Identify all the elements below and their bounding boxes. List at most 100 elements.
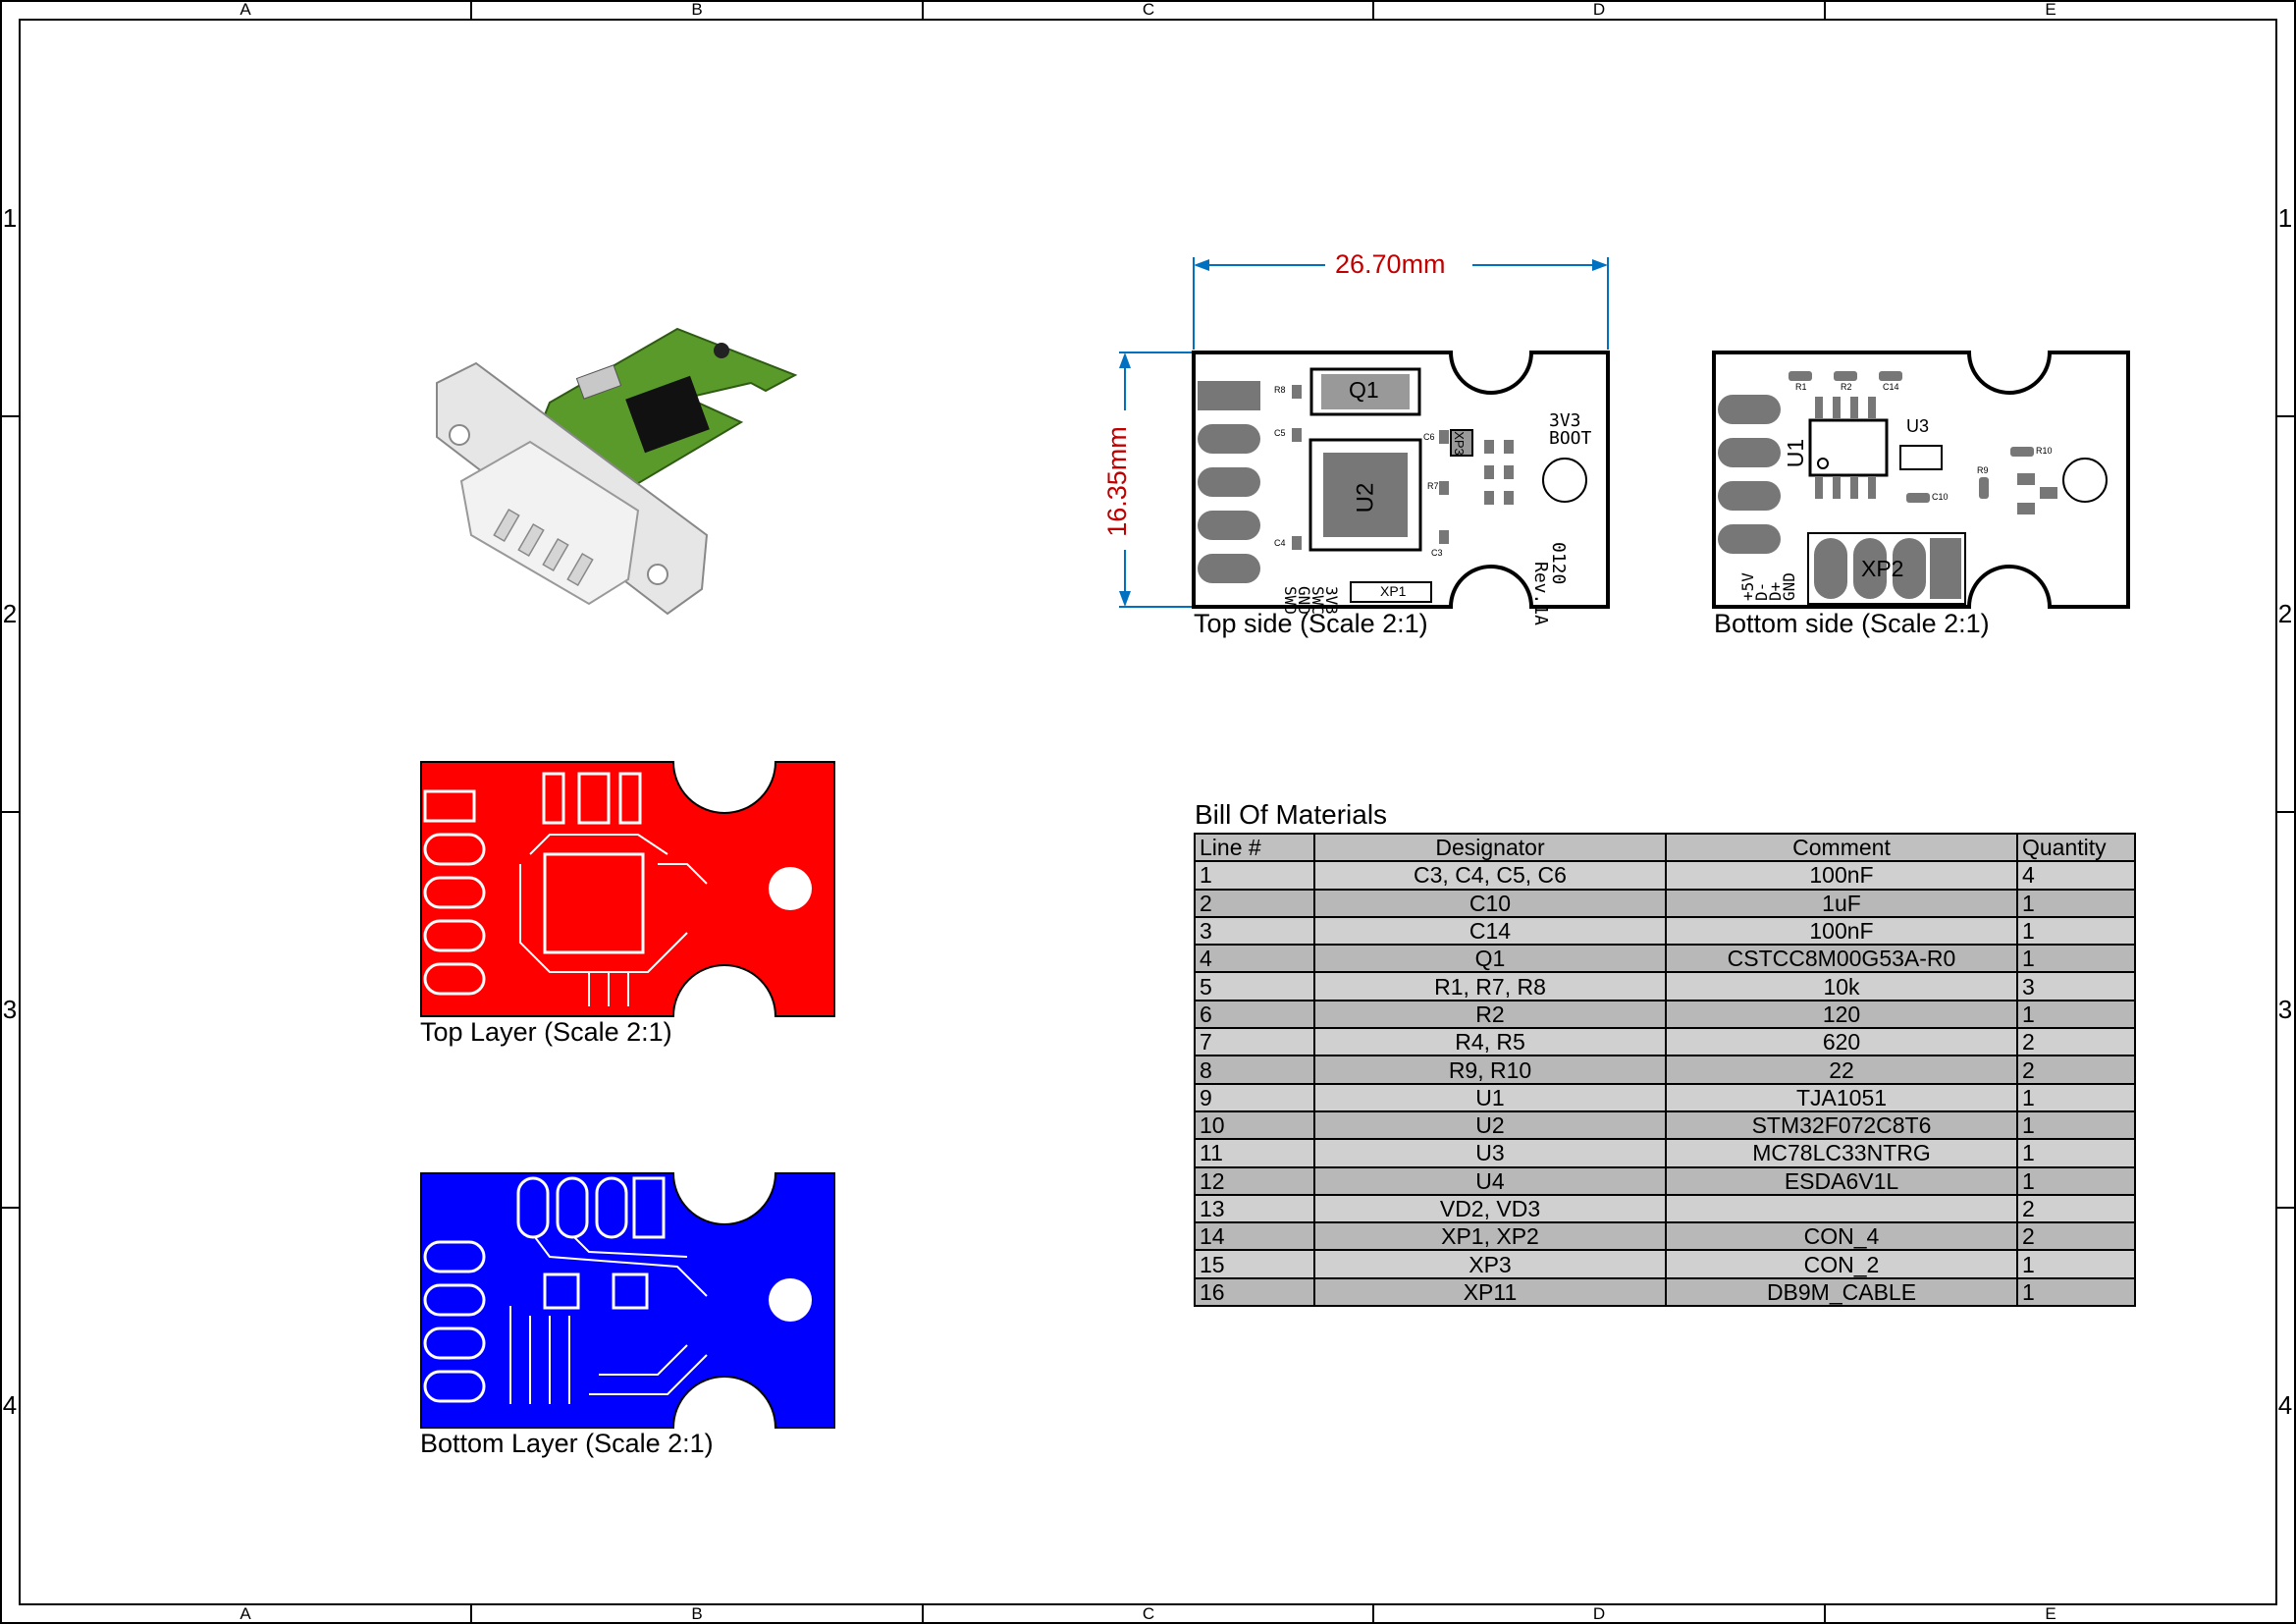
bom-cell-line: 4 (1194, 944, 1315, 974)
bom-cell-comment (1665, 1193, 2018, 1224)
silk-boot-1: 3V3 (1549, 410, 1581, 431)
silk-u3: U3 (1906, 416, 1930, 436)
dimension-height (1119, 352, 1192, 608)
silk-u2: U2 (1352, 482, 1379, 514)
chip-3d (625, 375, 710, 454)
bom-cell-line: 2 (1194, 888, 1315, 918)
pad-oval-4 (1198, 554, 1260, 583)
bom-cell-line: 5 (1194, 971, 1315, 1001)
bottom-side-view (1712, 351, 2130, 609)
bom-cell-comment: 100nF (1665, 915, 2018, 947)
pad-oval-2 (1198, 467, 1260, 497)
top-layer-copper (420, 761, 835, 1017)
table-row: 2 C10 1uF 1 (1194, 888, 2136, 918)
bom-cell-designator: XP1, XP2 (1313, 1221, 1667, 1252)
top-layer-view (420, 761, 835, 1017)
table-row: 14 XP1, XP2 CON_4 2 (1194, 1221, 2136, 1252)
zone-label-right-4: 4 (2277, 1390, 2293, 1420)
bottom-layer-pads (423, 1176, 666, 1403)
bom-cell-quantity: 2 (2016, 1055, 2136, 1085)
table-row: 7 R4, R5 620 2 (1194, 1027, 2136, 1057)
bom-cell-line: 15 (1194, 1249, 1315, 1279)
bom-cell-designator: R2 (1313, 999, 1667, 1030)
xp3-outline (1450, 429, 1473, 457)
silk-r9: R9 (1977, 465, 1989, 475)
bom-cell-quantity: 1 (2016, 1110, 2136, 1141)
bot-pad-oval-4 (1718, 524, 1781, 554)
zone-label-bottom-d: D (1592, 1604, 1606, 1623)
bom-cell-comment: MC78LC33NTRG (1665, 1138, 2018, 1168)
silk-c6: C6 (1423, 432, 1435, 442)
xp2-pad-1 (1814, 538, 1847, 599)
bom-cell-designator: U2 (1313, 1110, 1667, 1141)
bom-cell-quantity: 2 (2016, 1221, 2136, 1252)
bom-cell-quantity: 4 (2016, 860, 2136, 891)
bottom-passives (1789, 371, 2057, 514)
db9-shell (459, 440, 640, 606)
xp1-outline (1350, 581, 1432, 603)
table-row: 1 C3, C4, C5, C6 100nF 4 (1194, 860, 2136, 891)
xp2-pad-2 (1853, 538, 1887, 599)
pad-oval-3 (1198, 511, 1260, 540)
table-row: 10 U2 STM32F072C8T6 1 (1194, 1110, 2136, 1141)
table-row: 12 U4 ESDA6V1L 1 (1194, 1165, 2136, 1196)
bom-cell-comment: 120 (1665, 999, 2018, 1030)
bottom-layer-view (420, 1172, 835, 1429)
zone-label-left-3: 3 (2, 995, 18, 1024)
bom-body: 1 C3, C4, C5, C6 100nF 4 2 C10 1uF 1 3 C14 100nF 1 4… (1194, 860, 2136, 1308)
pad-oval-1 (1198, 424, 1260, 454)
bom-header-row: Line # Designator Comment Quantity (1194, 832, 2136, 863)
caption-top-side: Top side (Scale 2:1) (1194, 609, 1428, 638)
xp2-pad-3 (1893, 538, 1926, 599)
table-row: 8 R9, R10 22 2 (1194, 1055, 2136, 1085)
bot-pad-oval-3 (1718, 481, 1781, 511)
bom-cell-line: 16 (1194, 1276, 1315, 1308)
bom-cell-line: 10 (1194, 1110, 1315, 1141)
bom-cell-line: 11 (1194, 1138, 1315, 1168)
dimension-width-label: 26.70mm (1335, 249, 1446, 279)
bom-cell-line: 9 (1194, 1082, 1315, 1112)
bom-cell-designator: R4, R5 (1313, 1027, 1667, 1057)
bom-cell-designator: U1 (1313, 1082, 1667, 1112)
silk-q1: Q1 (1349, 377, 1379, 403)
u3-body (1899, 445, 1943, 470)
bom-cell-comment: 22 (1665, 1055, 2018, 1085)
silk-pin-gnd-bottom: GND (1780, 572, 1798, 601)
table-row: 15 XP3 CON_2 1 (1194, 1249, 2136, 1279)
dimension-width (1193, 257, 1609, 350)
bom-cell-comment: DB9M_CABLE (1665, 1276, 2018, 1308)
table-row: 4 Q1 CSTCC8M00G53A-R0 1 (1194, 944, 2136, 974)
bom-cell-quantity: 2 (2016, 1193, 2136, 1224)
top-layer-traces (519, 834, 708, 1006)
bom-cell-comment: STM32F072C8T6 (1665, 1110, 2018, 1141)
silk-r1: R1 (1795, 382, 1807, 392)
zone-label-bottom-a: A (240, 1604, 251, 1623)
bom-cell-designator: Q1 (1313, 944, 1667, 974)
mounting-hole-bottom (2062, 458, 2108, 503)
bom-table: Line # Designator Comment Quantity 1 C3, … (1194, 832, 2136, 1308)
mounting-hole-3d (714, 343, 729, 358)
bom-cell-comment: 620 (1665, 1027, 2018, 1057)
silk-xp2: XP2 (1861, 556, 1904, 581)
bom-cell-designator: C10 (1313, 888, 1667, 918)
silk-c14: C14 (1883, 382, 1899, 392)
table-row: 11 U3 MC78LC33NTRG 1 (1194, 1138, 2136, 1168)
3d-render (436, 327, 798, 616)
bom-col-comment: Comment (1665, 832, 2018, 863)
flange-hole-2 (647, 564, 668, 585)
bom-cell-comment: 100nF (1665, 860, 2018, 891)
bom-cell-line: 7 (1194, 1027, 1315, 1057)
bom-cell-designator: R1, R7, R8 (1313, 971, 1667, 1001)
bom-title: Bill Of Materials (1195, 799, 1388, 830)
zone-label-top-a: A (240, 0, 251, 19)
silk-c3: C3 (1431, 548, 1443, 558)
u2-body (1323, 453, 1408, 537)
bom-cell-line: 14 (1194, 1221, 1315, 1252)
xp2-pad-4 (1930, 538, 1961, 599)
zone-label-top-b: B (691, 0, 703, 19)
bom-cell-comment: TJA1051 (1665, 1082, 2018, 1112)
silk-r2: R2 (1841, 382, 1852, 392)
u1-body (1808, 418, 1889, 477)
